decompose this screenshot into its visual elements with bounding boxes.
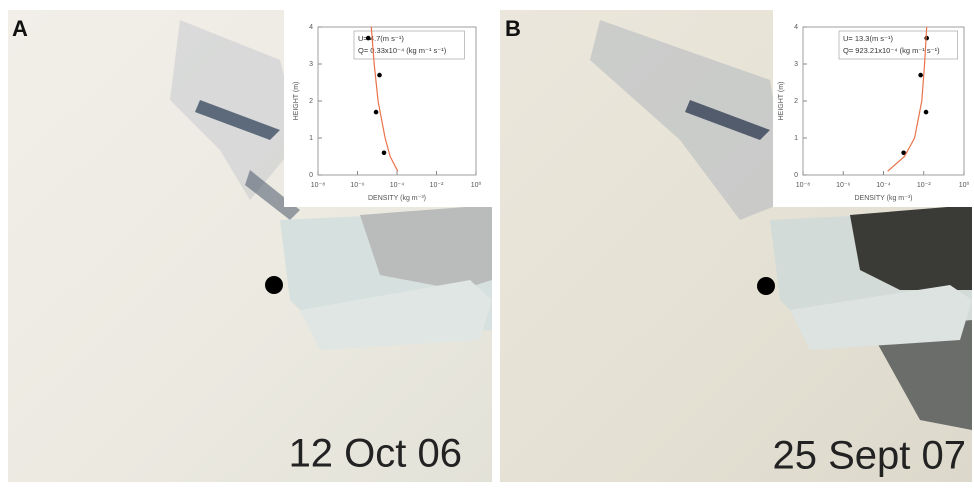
x-tick-label: 10⁻⁸ <box>311 182 325 189</box>
data-point <box>924 110 929 115</box>
annotation: Q= 0.33x10⁻⁴ (kg m⁻¹ s⁻¹) <box>358 46 447 55</box>
x-tick-label: 10⁻⁴ <box>876 182 891 189</box>
y-tick-label: 3 <box>309 61 313 68</box>
x-tick-label: 10⁻⁶ <box>350 182 364 189</box>
data-point <box>377 73 382 78</box>
data-point <box>382 151 387 156</box>
x-tick-label: 10⁻² <box>430 182 444 189</box>
x-tick-label: 10⁻² <box>917 182 931 189</box>
y-tick-label: 0 <box>794 172 798 179</box>
y-tick-label: 3 <box>794 61 798 68</box>
annotation: U= 13.3(m s⁻¹) <box>843 34 894 43</box>
date-caption: 12 Oct 06 <box>289 432 462 476</box>
y-tick-label: 4 <box>794 24 798 31</box>
y-tick-label: 2 <box>794 98 798 105</box>
x-tick-label: 10⁰ <box>959 181 970 189</box>
panel-label: A <box>12 16 28 41</box>
panel-label: B <box>505 16 521 41</box>
x-tick-label: 10⁻⁶ <box>836 182 850 189</box>
y-tick-label: 4 <box>309 24 313 31</box>
date-caption: 25 Sept 07 <box>773 434 967 478</box>
y-tick-label: 0 <box>309 172 313 179</box>
y-tick-label: 1 <box>309 135 313 142</box>
data-point <box>918 73 923 78</box>
x-axis-label: DENSITY (kg m⁻³) <box>854 195 912 202</box>
y-axis-label: HEIGHT (m) <box>778 82 785 121</box>
x-tick-label: 10⁰ <box>471 181 482 189</box>
x-axis-label: DENSITY (kg m⁻³) <box>368 195 426 202</box>
y-tick-label: 1 <box>794 135 798 142</box>
site-marker <box>265 276 283 294</box>
figure: A B 12 Oct 06 25 Sept 07 0123410⁻⁸10⁻⁶10… <box>0 0 974 488</box>
y-axis-label: HEIGHT (m) <box>293 82 300 121</box>
x-tick-label: 10⁻⁴ <box>390 182 405 189</box>
data-point <box>366 36 371 41</box>
annotation: U= 4.7(m s⁻¹) <box>358 34 404 43</box>
x-tick-label: 10⁻⁸ <box>796 182 810 189</box>
site-marker <box>757 277 775 295</box>
y-tick-label: 2 <box>309 98 313 105</box>
data-point <box>374 110 379 115</box>
